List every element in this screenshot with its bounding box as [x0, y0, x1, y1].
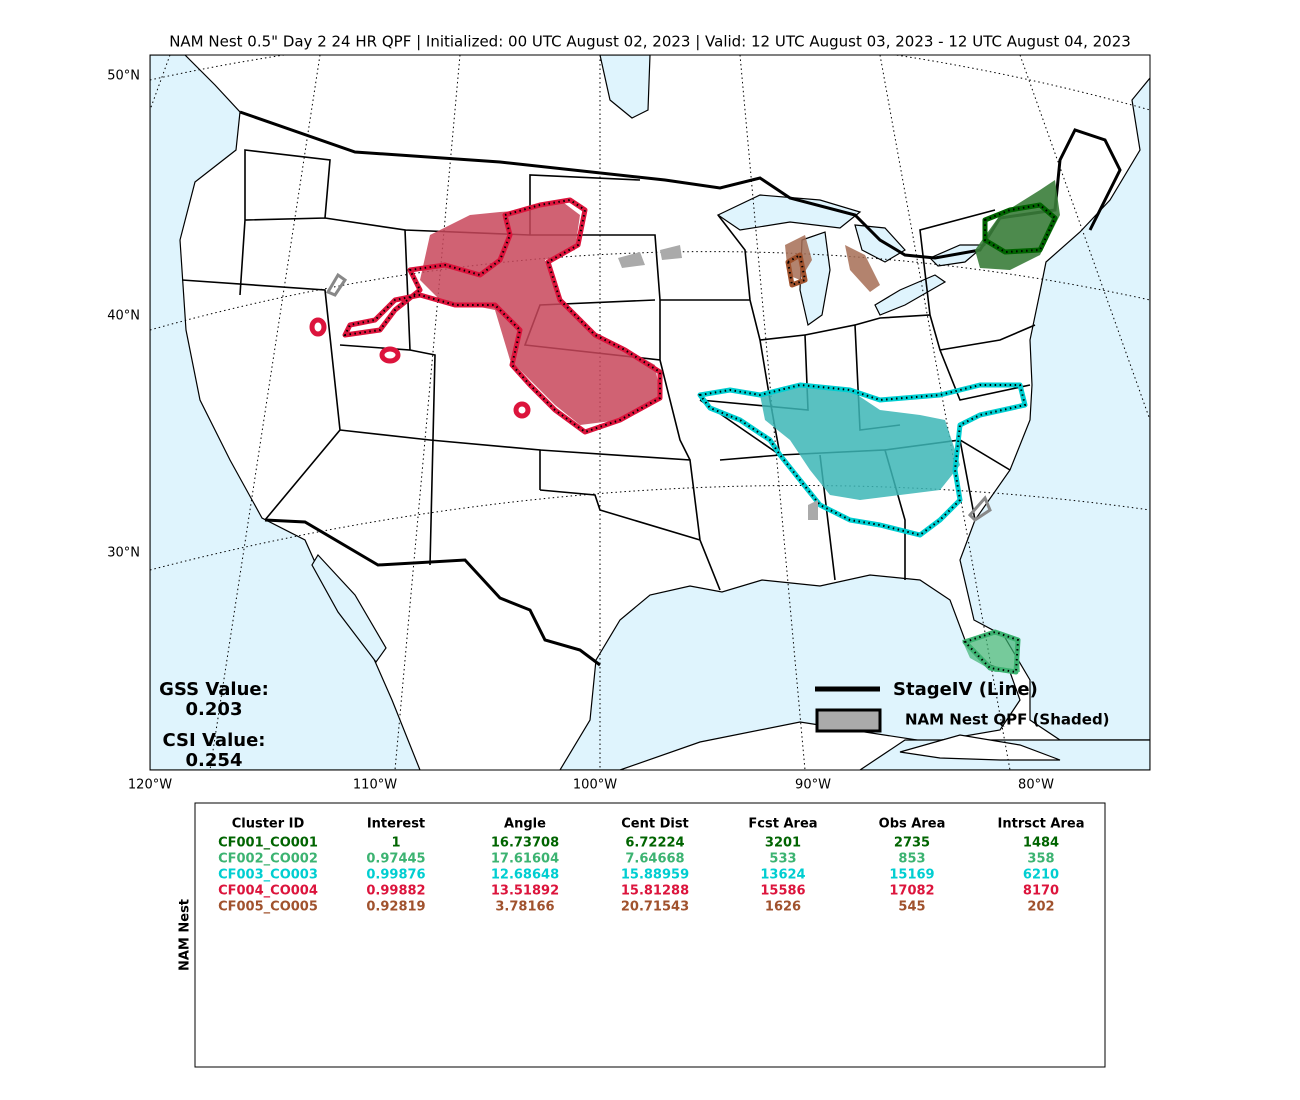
table-cell: 533	[769, 852, 796, 867]
table-cell: 20.71543	[621, 900, 689, 915]
score-value: 0.203	[186, 699, 243, 720]
map: 50°N 40°N 30°N 120°W 110°W 100°W 90°W 80°W GSS…	[107, 54, 1151, 793]
table-header: Angle	[504, 817, 546, 832]
lat-label: 50°N	[107, 69, 140, 84]
lon-label: 120°W	[128, 778, 172, 793]
score-label: CSI Value:	[163, 730, 266, 751]
lon-label: 80°W	[1018, 778, 1054, 793]
table-header: Intrsct Area	[998, 817, 1085, 832]
table-side-label: NAM Nest	[178, 899, 193, 971]
table-cell: 13624	[760, 868, 805, 883]
table-cell: 17.61604	[491, 852, 559, 867]
table-cell: 3201	[765, 836, 801, 851]
table-header: Interest	[367, 817, 425, 832]
table-cell: 15586	[760, 884, 805, 899]
table-cell: CF005_CO005	[218, 900, 318, 915]
legend-swatch	[815, 708, 882, 733]
lon-label: 100°W	[573, 778, 617, 793]
table-cell: 0.92819	[366, 900, 425, 915]
table-cell: CF003_CO003	[218, 868, 318, 883]
table-cell: 15.81288	[621, 884, 689, 899]
table-cell: 0.99876	[366, 868, 425, 883]
lon-label: 90°W	[795, 778, 831, 793]
score-value: 0.254	[186, 750, 243, 771]
table-cell: CF002_CO002	[218, 852, 318, 867]
legend-label: StageIV (Line)	[893, 679, 1038, 700]
table-cell: 1484	[1023, 836, 1059, 851]
table-cell: 202	[1027, 900, 1054, 915]
title: NAM Nest 0.5" Day 2 24 HR QPF | Initiali…	[169, 33, 1131, 51]
table-frame	[194, 802, 1106, 1068]
table-cell: 3.78166	[495, 900, 554, 915]
table-cell: 12.68648	[491, 868, 559, 883]
table-cell: 7.64668	[625, 852, 684, 867]
table-header: Cent Dist	[621, 817, 689, 832]
table-cell: 15.88959	[621, 868, 689, 883]
table-cell: 16.73708	[491, 836, 559, 851]
table-cell: 15169	[889, 868, 934, 883]
table-cell: 6.72224	[625, 836, 684, 851]
table-cell: 545	[898, 900, 925, 915]
lat-label: 30°N	[107, 546, 140, 561]
table-cell: 2735	[894, 836, 930, 851]
table-cell: 17082	[889, 884, 934, 899]
lat-label: 40°N	[107, 309, 140, 324]
table-cell: CF004_CO004	[218, 884, 318, 899]
table-cell: 13.51892	[491, 884, 559, 899]
table-cell: 8170	[1023, 884, 1059, 899]
lon-label: 110°W	[353, 778, 397, 793]
table-cell: 853	[898, 852, 925, 867]
table-cell: 358	[1027, 852, 1054, 867]
table-cell: 6210	[1023, 868, 1059, 883]
table-cell: 1	[391, 836, 400, 851]
table-cell: 1626	[765, 900, 801, 915]
table-header: Fcst Area	[748, 817, 817, 832]
table-cell: 0.99882	[366, 884, 425, 899]
legend-label: NAM Nest QPF (Shaded)	[905, 711, 1110, 729]
table-header: Obs Area	[879, 817, 946, 832]
score-label: GSS Value:	[159, 679, 269, 700]
table-cell: CF001_CO001	[218, 836, 318, 851]
table-header: Cluster ID	[232, 817, 305, 832]
table-cell: 0.97445	[366, 852, 425, 867]
